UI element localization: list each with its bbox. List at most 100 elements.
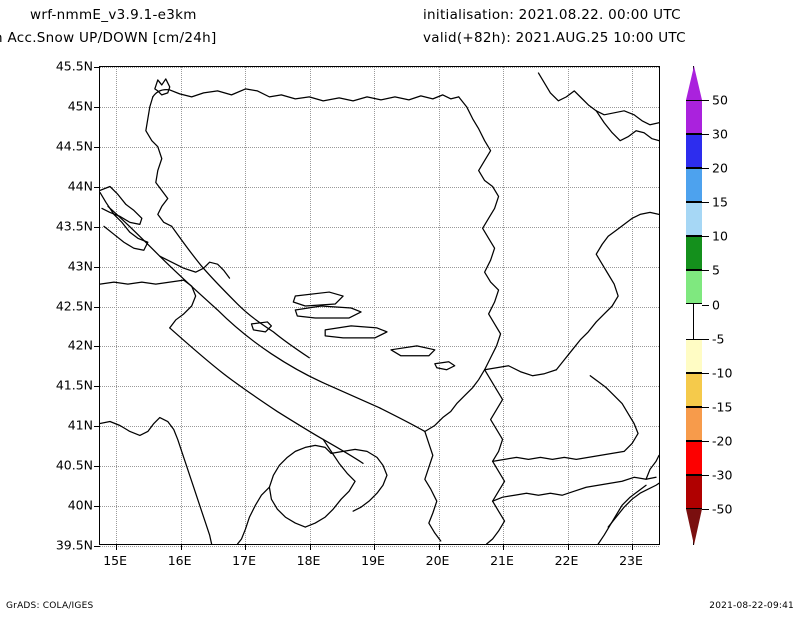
coastline-italy-gulf [268, 444, 332, 528]
colorbar-segment [686, 440, 702, 475]
colorbar-segment [686, 406, 702, 441]
y-axis-tick [94, 67, 100, 68]
x-axis-tick-label: 23E [619, 553, 643, 568]
y-axis-tick [94, 546, 100, 547]
title-valid-time: valid(+82h): 2021.AUG.25 10:00 UTC [423, 30, 686, 46]
x-axis-tick [438, 544, 440, 550]
y-axis-tick-label: 41.5N [55, 377, 93, 393]
colorbar-axis-line [693, 66, 694, 545]
colorbar-tick-label: -10 [712, 365, 733, 381]
colorbar-segment [686, 168, 702, 203]
colorbar-tick [702, 168, 709, 170]
y-axis-tick [94, 386, 100, 388]
colorbar-segment [686, 474, 702, 509]
y-axis-tick [94, 146, 100, 148]
y-axis-tick-label: 43N [67, 258, 93, 274]
colorbar-tick [702, 474, 709, 476]
border-serbia-west [484, 365, 557, 377]
x-axis-tick-label: 22E [554, 553, 579, 568]
y-axis-tick-label: 42.5N [55, 298, 93, 313]
x-axis-tick [180, 544, 182, 550]
colorbar-segment [686, 372, 702, 407]
island-mljet [390, 345, 436, 357]
border-croatia-west [145, 96, 173, 227]
gridline-horizontal [100, 466, 659, 468]
gridline-horizontal [100, 506, 659, 508]
coastline-italy-toe [236, 486, 271, 544]
gridline-horizontal [100, 546, 659, 547]
river-danube-iron-gates [537, 72, 659, 126]
x-axis-tick-label: 20E [425, 553, 450, 568]
map-geography-layer [100, 72, 659, 544]
island-vis [250, 321, 273, 333]
colorbar-segment [686, 202, 702, 237]
colorbar-tick-label: 50 [712, 92, 728, 108]
gridline-vertical [116, 67, 118, 544]
gridline-horizontal [100, 226, 659, 228]
gridline-horizontal [100, 186, 659, 188]
colorbar-tick [702, 202, 709, 204]
gridline-vertical [503, 67, 505, 544]
border-bulgaria-southwest [645, 454, 659, 480]
gridline-vertical [245, 67, 247, 544]
coastline-italy-gulf-inner [330, 448, 388, 512]
gridline-vertical [631, 67, 633, 544]
y-axis-tick [94, 506, 100, 508]
colorbar: 50 30 20 15 10 5 0 -5 -10 -15 -20 -30 -50 [686, 66, 732, 545]
colorbar-tick-label: -30 [712, 467, 733, 483]
x-axis-tick [245, 544, 247, 550]
gridline-vertical [374, 67, 376, 544]
title-model-name: wrf-nmmE_v3.9.1-e3km [30, 7, 197, 23]
border-serbia-south [491, 476, 657, 502]
x-axis-tick-label: 19E [361, 553, 385, 568]
y-axis-tick-label: 41N [67, 417, 93, 433]
x-axis-tick [374, 544, 376, 550]
colorbar-segment [686, 270, 702, 305]
y-axis-tick [94, 106, 100, 108]
x-axis-tick [309, 544, 311, 550]
gridline-vertical [180, 67, 182, 544]
gridline-horizontal [100, 346, 659, 348]
colorbar-segment [686, 338, 702, 373]
gridline-vertical [438, 67, 440, 544]
coastline-italy-peninsula [169, 327, 364, 464]
coastline-bay-split [159, 255, 231, 279]
border-serbia-east [555, 211, 659, 371]
colorbar-tick-label: 30 [712, 126, 728, 142]
coastline-croatia-main [107, 205, 426, 433]
y-axis-tick [94, 226, 100, 228]
colorbar-tick [702, 270, 709, 272]
x-axis-tick [116, 544, 118, 550]
gridline-horizontal [100, 67, 659, 68]
colorbar-tick-label: 10 [712, 228, 728, 244]
x-axis-tick-label: 21E [490, 553, 514, 568]
border-croatia-north [154, 78, 171, 96]
colorbar-tick-label: 0 [712, 297, 720, 312]
colorbar-tick [702, 134, 709, 136]
x-axis-tick-label: 17E [232, 553, 256, 568]
border-bulgaria-inner [597, 484, 647, 544]
gridline-horizontal [100, 426, 659, 428]
colorbar-segment [686, 134, 702, 169]
colorbar-tick-label: -5 [712, 331, 725, 347]
colorbar-segment [686, 100, 702, 135]
colorbar-tick [702, 509, 709, 510]
y-axis-tick [94, 306, 100, 308]
colorbar-tick [702, 236, 709, 238]
colorbar-tick [702, 406, 709, 408]
coastline-italy-west [100, 416, 213, 544]
y-axis-tick [94, 186, 100, 188]
y-axis-tick [94, 266, 100, 268]
x-axis-tick-label: 18E [296, 553, 321, 568]
map-plot-area [94, 66, 660, 550]
border-north-macedonia [491, 375, 639, 462]
colorbar-tick-label: 15 [712, 194, 728, 210]
coastline-montenegro [424, 369, 486, 433]
border-bosnia-east [458, 96, 502, 371]
island-korcula [324, 325, 388, 339]
colorbar-max-arrow-icon [686, 66, 702, 100]
x-axis-tick-label: 16E [167, 553, 192, 568]
gridline-horizontal [100, 146, 659, 148]
gridline-horizontal [100, 306, 659, 308]
border-north-chain [152, 88, 460, 102]
